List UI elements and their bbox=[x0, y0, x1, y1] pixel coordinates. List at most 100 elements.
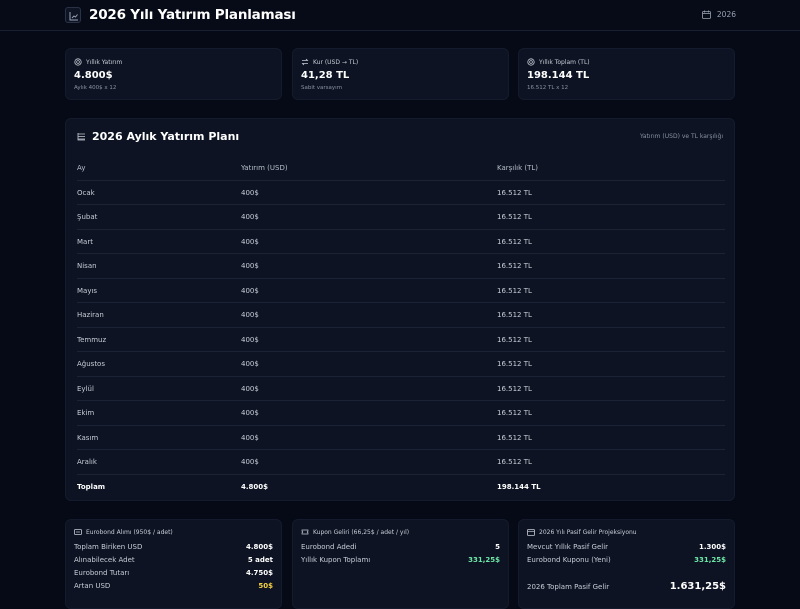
stat-card-yearly-investment: Yıllık Yatırım 4.800$ Aylık 400$ x 12 bbox=[65, 48, 282, 100]
cell-month: Aralık bbox=[77, 458, 97, 466]
table-icon bbox=[77, 133, 85, 141]
eurobond-row: Artan USD 50$ bbox=[74, 582, 273, 590]
row-value: 331,25$ bbox=[468, 556, 500, 564]
table-row: Kasım 400$ 16.512 TL bbox=[77, 426, 725, 450]
year-label: 2026 bbox=[716, 10, 736, 19]
eurobond-card: Eurobond Alımı (950$ / adet) Toplam Biri… bbox=[65, 519, 282, 609]
calendar-icon bbox=[702, 10, 711, 19]
bond-icon bbox=[74, 529, 82, 535]
cell-month: Haziran bbox=[77, 311, 104, 319]
stat-subtext: 16.512 TL x 12 bbox=[527, 85, 569, 91]
page-title: 2026 Yılı Yatırım Planlaması bbox=[89, 7, 296, 23]
cell-tl: 16.512 TL bbox=[497, 262, 532, 270]
stat-card-exchange-rate: Kur (USD → TL) 41,28 TL Sabit varsayım bbox=[292, 48, 509, 100]
row-label: Mevcut Yıllık Pasif Gelir bbox=[527, 543, 609, 551]
cell-usd: 400$ bbox=[241, 262, 259, 270]
table-row: Aralık 400$ 16.512 TL bbox=[77, 450, 725, 475]
cell-month: Eylül bbox=[77, 384, 94, 393]
cell-total-tl: 198.144 TL bbox=[497, 482, 541, 491]
eurobond-row: Toplam Biriken USD 4.800$ bbox=[74, 543, 273, 551]
cell-month: Kasım bbox=[77, 433, 99, 442]
stat-subtext: Sabit varsayım bbox=[301, 85, 343, 91]
table-row: Ekim 400$ 16.512 TL bbox=[77, 401, 725, 426]
table-row: Ağustos 400$ 16.512 TL bbox=[77, 352, 725, 377]
table-row: Mayıs 400$ 16.512 TL bbox=[77, 279, 725, 303]
table-row: Mart 400$ 16.512 TL bbox=[77, 230, 725, 254]
coins-icon bbox=[527, 58, 535, 66]
cell-tl: 16.512 TL bbox=[497, 213, 532, 221]
year-indicator[interactable]: 2026 bbox=[702, 10, 736, 19]
table-row: Ocak 400$ 16.512 TL bbox=[77, 181, 725, 205]
coupon-row: Yıllık Kupon Toplamı 331,25$ bbox=[301, 556, 500, 564]
cell-tl: 16.512 TL bbox=[497, 286, 532, 295]
stat-label: Kur (USD → TL) bbox=[313, 58, 359, 66]
cell-tl: 16.512 TL bbox=[497, 311, 532, 319]
cell-usd: 400$ bbox=[241, 433, 259, 442]
cell-month: Temmuz bbox=[77, 335, 107, 344]
cell-usd: 400$ bbox=[241, 360, 259, 368]
cell-month: Ocak bbox=[77, 188, 95, 197]
table-row: Eylül 400$ 16.512 TL bbox=[77, 377, 725, 401]
calendar-icon bbox=[527, 529, 535, 536]
stat-value: 198.144 TL bbox=[527, 70, 590, 81]
eurobond-row: Eurobond Tutarı 4.750$ bbox=[74, 569, 273, 577]
column-header-month: Ay bbox=[77, 164, 86, 172]
cell-month: Mayıs bbox=[77, 286, 98, 295]
row-value: 1.631,25$ bbox=[669, 581, 726, 592]
stat-label: Yıllık Yatırım bbox=[86, 58, 123, 66]
row-value: 331,25$ bbox=[694, 556, 726, 564]
top-bar: 2026 Yılı Yatırım Planlaması 2026 bbox=[0, 0, 800, 31]
monthly-plan-card: 2026 Aylık Yatırım Planı Yatırım (USD) v… bbox=[65, 118, 735, 501]
cell-tl: 16.512 TL bbox=[497, 433, 532, 442]
table-row: Haziran 400$ 16.512 TL bbox=[77, 303, 725, 328]
cell-usd: 400$ bbox=[241, 458, 259, 466]
table-row: Nisan 400$ 16.512 TL bbox=[77, 254, 725, 279]
cell-usd: 400$ bbox=[241, 237, 259, 246]
row-value: 4.800$ bbox=[245, 543, 273, 551]
row-label: Eurobond Tutarı bbox=[74, 569, 130, 577]
cell-tl: 16.512 TL bbox=[497, 237, 532, 246]
cell-tl: 16.512 TL bbox=[497, 384, 532, 393]
coupon-card: Kupon Geliri (66,25$ / adet / yıl) Eurob… bbox=[292, 519, 509, 609]
row-value: 50$ bbox=[258, 582, 273, 590]
eurobond-row: Alınabilecek Adet 5 adet bbox=[74, 556, 273, 564]
eurobond-title: Eurobond Alımı (950$ / adet) bbox=[86, 528, 173, 536]
cell-total-label: Toplam bbox=[77, 482, 106, 491]
table-row: Temmuz 400$ 16.512 TL bbox=[77, 328, 725, 352]
stat-value: 41,28 TL bbox=[301, 70, 350, 81]
row-label: Eurobond Adedi bbox=[301, 543, 357, 551]
cell-tl: 16.512 TL bbox=[497, 188, 532, 197]
cell-total-usd: 4.800$ bbox=[241, 482, 269, 491]
cell-usd: 400$ bbox=[241, 335, 259, 344]
chart-icon bbox=[65, 7, 81, 23]
passive-income-card: 2026 Yılı Pasif Gelir Projeksiyonu Mevcu… bbox=[518, 519, 735, 609]
stat-card-yearly-total-tl: Yıllık Toplam (TL) 198.144 TL 16.512 TL … bbox=[518, 48, 735, 100]
exchange-icon bbox=[301, 58, 309, 66]
cell-month: Ağustos bbox=[77, 360, 105, 368]
passive-income-row: Mevcut Yıllık Pasif Gelir 1.300$ bbox=[527, 543, 726, 551]
cell-usd: 400$ bbox=[241, 311, 259, 319]
row-value: 1.300$ bbox=[698, 543, 726, 551]
plan-table-note: Yatırım (USD) ve TL karşılığı bbox=[639, 133, 723, 140]
plan-table-title: 2026 Aylık Yatırım Planı bbox=[92, 130, 240, 143]
cell-month: Şubat bbox=[77, 213, 98, 221]
row-label: Yıllık Kupon Toplamı bbox=[301, 556, 371, 564]
row-value: 4.750$ bbox=[245, 569, 273, 577]
stat-value: 4.800$ bbox=[74, 70, 113, 81]
stat-subtext: Aylık 400$ x 12 bbox=[74, 85, 117, 91]
table-header-row: Ay Yatırım (USD) Karşılık (TL) bbox=[77, 156, 725, 181]
cell-usd: 400$ bbox=[241, 188, 259, 197]
cell-usd: 400$ bbox=[241, 384, 259, 393]
row-value: 5 bbox=[495, 543, 500, 551]
row-label: 2026 Toplam Pasif Gelir bbox=[527, 583, 610, 591]
coupon-row: Eurobond Adedi 5 bbox=[301, 543, 500, 551]
coupon-title: Kupon Geliri (66,25$ / adet / yıl) bbox=[313, 528, 410, 536]
cell-month: Ekim bbox=[77, 409, 95, 417]
plan-table: Ay Yatırım (USD) Karşılık (TL) Ocak 400$… bbox=[77, 156, 725, 499]
row-value: 5 adet bbox=[247, 556, 273, 564]
cell-tl: 16.512 TL bbox=[497, 409, 532, 417]
coins-icon bbox=[74, 58, 82, 66]
table-row: Şubat 400$ 16.512 TL bbox=[77, 205, 725, 230]
column-header-tl: Karşılık (TL) bbox=[497, 164, 539, 172]
cell-tl: 16.512 TL bbox=[497, 360, 532, 368]
